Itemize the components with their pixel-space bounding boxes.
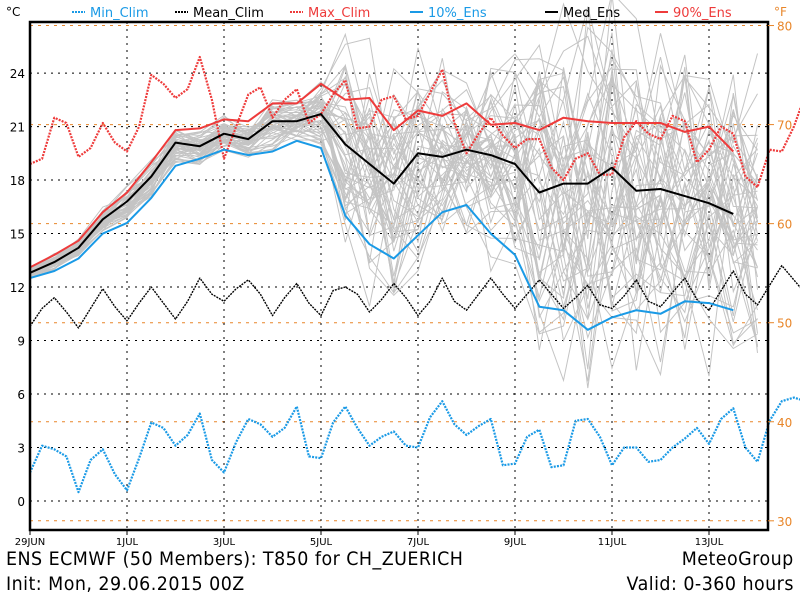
xtick-label: 9JUL	[504, 537, 527, 548]
ensemble-member-line	[29, 53, 758, 273]
legend-label: Med_Ens	[563, 6, 620, 21]
series-mean-clim	[29, 264, 800, 329]
legend-label: 90%_Ens	[673, 6, 732, 21]
xtick-label: 5JUL	[310, 537, 333, 548]
ytick-label-f: 40	[777, 416, 792, 430]
ytick-label-f: 70	[777, 119, 792, 133]
ytick-label-f: 30	[777, 515, 792, 529]
series-layer	[28, 55, 800, 494]
xtick-label: 3JUL	[213, 537, 236, 548]
ytick-label-c: 9	[17, 335, 25, 349]
ytick-label-f: 50	[777, 317, 792, 331]
ensemble-member-line	[29, 92, 758, 303]
axis-layer: 30 40 50 60 70 80 0 3 6 9 12 15 18 21 24 29JUN 1JUL 3JUL 5…	[10, 20, 793, 548]
ytick-label-c: 3	[17, 442, 25, 456]
ensemble-member-line	[29, 86, 758, 312]
ensemble-member-line	[29, 67, 758, 300]
ytick-label-c: 24	[10, 67, 25, 81]
left-unit-label: °C	[6, 5, 20, 19]
xtick-label: 11JUL	[598, 537, 627, 548]
xtick-label: 1JUL	[116, 537, 139, 548]
ytick-label-f: 60	[777, 218, 792, 232]
ensemble-member-line	[29, 32, 758, 275]
ytick-label-c: 0	[17, 495, 25, 509]
ytick-label-f: 80	[777, 20, 792, 34]
ytick-label-c: 18	[10, 174, 25, 188]
series-max-clim	[29, 55, 800, 189]
brand-label: MeteoGroup	[682, 548, 794, 570]
ensemble-member-line	[29, 75, 758, 277]
legend-label: 10%_Ens	[428, 6, 487, 21]
chart-title: ENS ECMWF (50 Members): T850 for CH_ZUER…	[6, 548, 464, 570]
legend: Min_Clim Mean_Clim Max_Clim 10%_Ens Med_Ens 9…	[72, 6, 732, 21]
ytick-label-c: 21	[10, 121, 25, 135]
ytick-label-c: 6	[17, 388, 25, 402]
ensemble-member-line	[29, 67, 758, 334]
legend-label: Mean_Clim	[193, 6, 264, 21]
legend-label: Max_Clim	[308, 6, 370, 21]
plot-frame	[28, 20, 770, 532]
ensemble-members-layer	[29, 0, 758, 389]
ensemble-member-line	[29, 67, 758, 335]
ensemble-member-line	[29, 6, 758, 290]
ensemble-member-line	[29, 74, 758, 297]
series-90--ens	[29, 82, 735, 269]
xtick-label: 7JUL	[407, 537, 430, 548]
init-text: Init: Mon, 29.06.2015 00Z	[6, 573, 245, 595]
series-10--ens	[29, 139, 734, 331]
series-min-clim	[28, 396, 800, 494]
xtick-label: 13JUL	[695, 537, 724, 548]
ytick-label-c: 15	[10, 228, 25, 242]
ytick-label-c: 12	[10, 281, 25, 295]
xtick-label: 29JUN	[15, 537, 45, 548]
legend-label: Min_Clim	[90, 6, 149, 21]
valid-text: Valid: 0-360 hours	[626, 573, 794, 595]
right-unit-label: °F	[774, 5, 787, 19]
series-med-ens	[29, 113, 734, 274]
